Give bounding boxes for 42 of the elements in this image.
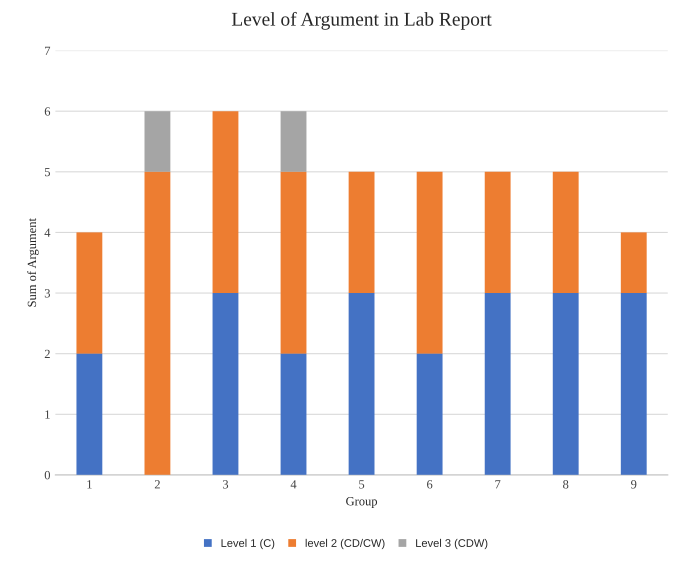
bar	[552, 293, 579, 475]
bar	[620, 293, 647, 475]
bar	[484, 172, 511, 294]
x-tick-label: 9	[631, 480, 636, 489]
y-tick-label: 1	[45, 410, 50, 419]
y-tick-label: 2	[44, 350, 50, 358]
x-axis-title: Group	[346, 497, 378, 508]
bar	[76, 354, 102, 475]
bar	[484, 293, 511, 475]
bar	[348, 172, 374, 294]
y-tick-label: 7	[45, 46, 50, 55]
y-axis-title: Sum of Argument	[27, 218, 39, 307]
legend-label: Level 3 (CDW)	[416, 538, 488, 550]
chart-title: Level of Argument in Lab Report	[232, 12, 492, 30]
bar	[416, 172, 443, 354]
bar	[144, 172, 170, 475]
x-tick-label: 6	[427, 480, 432, 489]
bar	[620, 232, 647, 294]
x-tick-label: 3	[222, 480, 228, 489]
y-tick-label: 4	[44, 228, 50, 237]
bar	[416, 354, 443, 475]
y-tick-label: 5	[44, 168, 50, 176]
bar	[144, 111, 170, 172]
y-tick-label: 6	[44, 107, 50, 116]
bar	[348, 293, 374, 475]
x-tick-label: 8	[563, 480, 568, 489]
x-tick-label: 7	[495, 480, 500, 488]
bar	[280, 172, 306, 354]
y-tick-label: 0	[44, 470, 50, 480]
bar	[212, 293, 238, 475]
legend-label: Level 1 (C)	[222, 538, 274, 550]
legend-label: level 2 (CD/CW)	[306, 538, 385, 550]
y-tick-label: 3	[44, 289, 50, 298]
bar	[76, 232, 102, 354]
x-tick-label: 4	[290, 480, 296, 488]
bar	[212, 111, 238, 294]
x-tick-label: 2	[154, 480, 160, 488]
bar	[280, 354, 306, 475]
x-tick-label: 1	[87, 480, 92, 488]
bar	[552, 172, 579, 294]
x-tick-label: 5	[359, 480, 364, 489]
bar	[280, 111, 306, 172]
